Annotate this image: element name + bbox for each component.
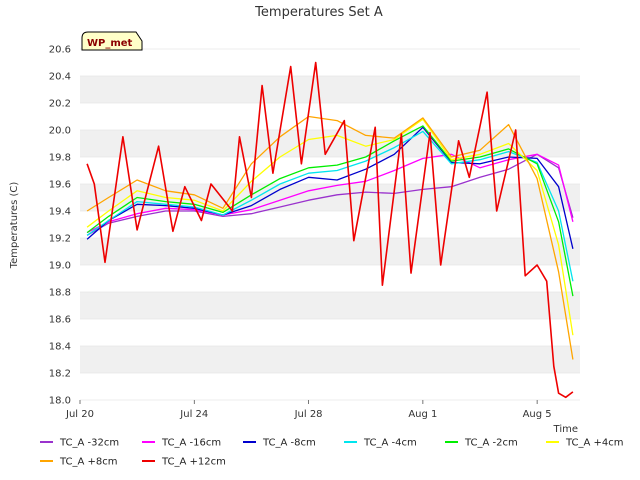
legend-label: TC_A -2cm: [464, 438, 518, 449]
legend-label: TC_A +4cm: [565, 438, 624, 449]
legend: TC_A -32cm TC_A -16cm TC_A -8cm TC_A -4cm TC…: [40, 438, 624, 468]
legend-label: TC_A -16cm: [161, 438, 221, 449]
legend-item: TC_A -32cm: [40, 438, 119, 449]
legend-item: TC_A -2cm: [445, 438, 518, 449]
series-lines: [86, 61, 574, 399]
legend-label: TC_A -4cm: [363, 438, 417, 449]
series-line-tc-a-32cm: [86, 153, 574, 236]
series-line-tc-a-2cm: [86, 125, 574, 297]
series-line-tc-a-4cm: [86, 118, 574, 336]
x-tick-label: Jul 20: [65, 409, 94, 420]
site-badge-label: WP_met: [87, 38, 133, 49]
x-axis-ticks: Jul 20 Jul 24 Jul 28 Aug 1 Aug 5: [65, 400, 552, 420]
x-tick-label: Aug 1: [408, 409, 437, 420]
legend-label: TC_A +12cm: [161, 457, 226, 468]
legend-item: TC_A -16cm: [142, 438, 221, 449]
grid-band: [80, 238, 580, 265]
legend-item: TC_A -4cm: [344, 438, 417, 449]
series-line-tc-a-12cm: [86, 61, 574, 399]
grid-band: [80, 292, 580, 319]
chart-title: Temperatures Set A: [254, 5, 383, 20]
y-tick-label: 20.0: [49, 126, 71, 137]
y-tick-label: 19.8: [49, 153, 71, 164]
y-tick-label: 18.6: [49, 315, 71, 326]
grid-band: [80, 346, 580, 373]
plot-background: [80, 48, 580, 401]
site-badge: WP_met: [81, 31, 143, 51]
grid-band: [80, 76, 580, 103]
y-tick-label: 18.4: [49, 342, 71, 353]
legend-label: TC_A -32cm: [59, 438, 119, 449]
legend-item: TC_A +4cm: [546, 438, 624, 449]
y-tick-label: 19.0: [49, 261, 71, 272]
legend-item: TC_A -8cm: [243, 438, 316, 449]
y-tick-label: 19.2: [49, 234, 71, 245]
y-tick-label: 19.4: [49, 207, 71, 218]
y-tick-label: 18.2: [49, 369, 71, 380]
legend-label: TC_A -8cm: [262, 438, 316, 449]
legend-item: TC_A +8cm: [40, 457, 118, 468]
y-axis-label: Temperatures (C): [9, 182, 20, 270]
x-tick-label: Aug 5: [523, 409, 552, 420]
legend-item: TC_A +12cm: [142, 457, 226, 468]
y-tick-label: 18.0: [49, 396, 71, 407]
y-tick-label: 20.2: [49, 99, 71, 110]
y-tick-label: 19.6: [49, 180, 71, 191]
x-tick-label: Jul 28: [294, 409, 323, 420]
y-axis-ticks: 18.0 18.2 18.4 18.6 18.8 19.0 19.2 19.4 19.6 19.8…: [49, 45, 71, 407]
y-tick-label: 20.6: [49, 45, 71, 56]
grid-band: [80, 184, 580, 211]
y-tick-label: 18.8: [49, 288, 71, 299]
x-tick-label: Jul 24: [179, 409, 208, 420]
legend-label: TC_A +8cm: [59, 457, 118, 468]
x-axis-label: Time: [553, 424, 578, 435]
plot-area: [80, 49, 580, 400]
y-tick-label: 20.4: [49, 72, 71, 83]
series-line-tc-a-4cm: [86, 130, 574, 282]
